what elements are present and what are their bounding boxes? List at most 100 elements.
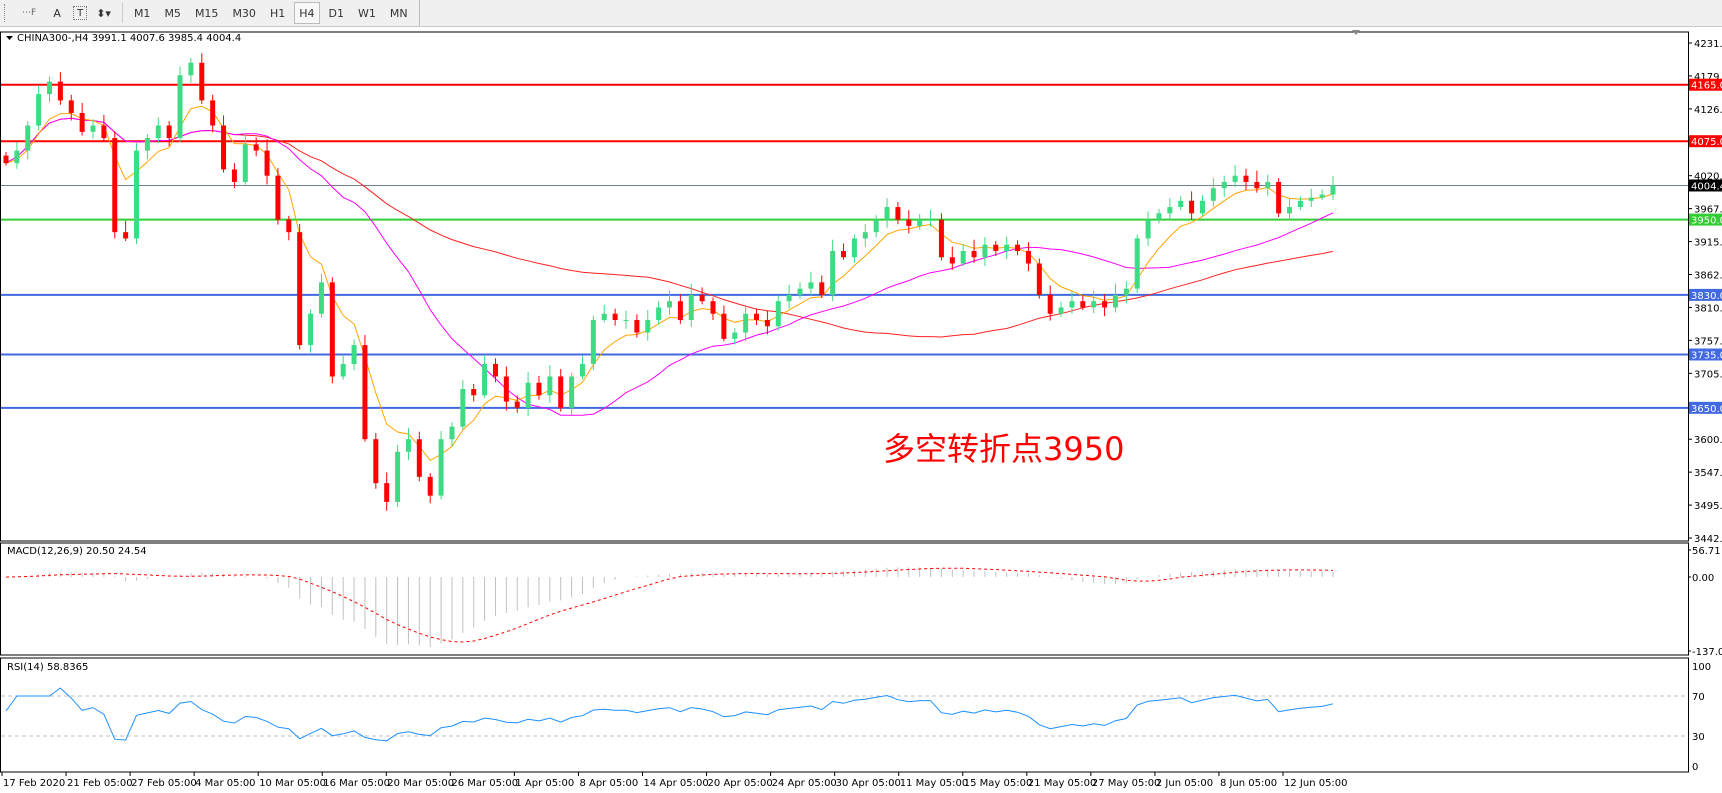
timeframe-m15-button[interactable]: M15 [194,6,219,20]
candle-body [928,219,934,221]
text-label-icon[interactable]: T [73,6,88,20]
candle [1112,283,1118,313]
candle [318,273,324,318]
candle-body [308,313,314,346]
candle-body [1308,197,1314,201]
candle-body [1134,238,1140,289]
date-label: 12 Jun 05:00 [1284,778,1348,789]
candle [536,375,542,400]
candle-body [134,150,140,239]
candle [123,220,129,241]
candle-body [1189,200,1195,214]
timeframe-d1-button[interactable]: D1 [328,6,344,20]
candle-body [710,301,716,314]
candle-body [395,451,401,502]
candle [938,213,944,261]
candle [297,224,303,350]
date-label: 11 May 05:00 [900,778,969,789]
candle-body [231,169,237,182]
timeframe-m30-button[interactable]: M30 [232,6,256,20]
candle-body [1286,207,1292,214]
candle [862,224,868,248]
candle-body [884,207,890,220]
candle [1036,258,1042,299]
candle-body [25,125,31,151]
candle [79,102,85,136]
candle-body [492,363,498,377]
rsi-tick-label: 70 [1692,692,1705,703]
candle [1015,240,1021,256]
candle [1069,291,1075,314]
chart-window[interactable]: 4231.5 4179.0 4126.5 4020.0 3967.5 3915.0 3862… [0,26,1722,793]
candle-body [536,382,542,396]
candle [329,277,335,384]
date-label: 26 Mar 05:00 [451,778,518,789]
candle [601,304,607,323]
candle-body [36,94,42,126]
text-icon[interactable]: A [53,6,61,20]
candle-body [416,439,422,477]
candle-body [1145,219,1151,239]
candle-body [764,319,770,327]
candle-body [460,389,466,427]
candle [645,309,651,341]
candle [1276,178,1282,218]
candle-body [1058,307,1064,314]
candle-body [830,250,836,295]
fibonacci-icon[interactable]: ⋯F [22,8,37,18]
candle-body [1025,250,1031,264]
candle [710,297,716,320]
candle [36,85,42,131]
rsi-tick-label: 30 [1692,732,1705,743]
price-tick-label: 3967.5 [1694,205,1722,216]
candle [1178,195,1184,211]
macd-tick-label: 0.00 [1692,573,1714,584]
timeframe-w1-button[interactable]: W1 [357,6,376,20]
level-label-box [1689,288,1722,301]
candle-body [514,401,520,408]
candle [3,151,9,166]
arrows-icon[interactable]: ⬍▾ [96,6,111,20]
price-tick-label: 3862.5 [1694,271,1722,282]
candle-body [405,439,411,452]
date-label: 10 Mar 05:00 [259,778,326,789]
toolbar-grip[interactable] [4,4,9,22]
candle-body [1297,200,1303,208]
candle [221,115,227,173]
candle-body [373,439,379,484]
candle [830,239,836,302]
candle-body [1015,244,1021,251]
candle [623,310,629,329]
candle-body [1254,181,1260,189]
candle [808,271,814,296]
macd-tick-label: -137.01 [1692,647,1722,658]
level-label-box [1689,78,1722,91]
date-label: 21 May 05:00 [1028,778,1097,789]
candle-body [471,389,477,396]
candle [579,355,585,380]
level-label-box [1689,179,1722,192]
date-label: 24 Apr 05:00 [772,778,837,789]
toolbar: ⋯F A T ⬍▾ M1 M5 M15 M30 H1 H4 D1 W1 MN [0,0,1722,27]
timeframe-h1-button[interactable]: H1 [269,6,286,20]
candle [188,57,194,83]
candle-body [101,125,107,139]
candle-body [253,144,259,151]
timeframe-m1-button[interactable]: M1 [133,6,151,20]
candle-body [938,219,944,258]
macd-label: MACD(12,26,9) 20.50 24.54 [7,546,147,557]
timeframe-m5-button[interactable]: M5 [164,6,181,20]
candle [634,314,640,338]
candle [754,308,760,326]
timeframe-mn-button[interactable]: MN [389,6,408,20]
candle [340,354,346,380]
candle-body [862,232,868,239]
price-tick-label: 3547.5 [1694,468,1722,479]
candle-body [667,301,672,308]
candle-body [297,232,303,346]
candle-body [949,257,955,264]
timeframe-h4-button[interactable]: H4 [294,2,320,24]
level-label: 4075.0 [1691,137,1722,148]
candle [917,213,923,230]
candle-body [1178,200,1184,208]
